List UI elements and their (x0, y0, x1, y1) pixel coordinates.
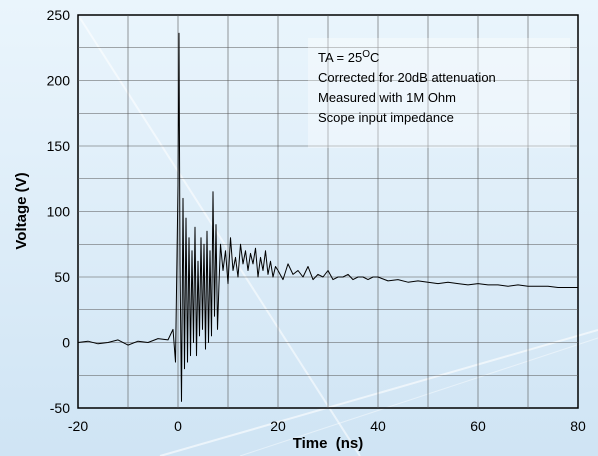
x-tick-label: 60 (470, 418, 486, 434)
y-tick-label: 50 (54, 269, 70, 285)
y-tick-label: 100 (47, 204, 71, 220)
decor-light-line (159, 329, 598, 456)
voltage-series-line (77, 32, 578, 402)
axis-ticks: -50 0 50 100 150 200 250 -20 0 20 40 60 80 (47, 7, 586, 434)
annotation-line: TA = 25OC (318, 49, 379, 65)
background-decoration (79, 17, 598, 456)
x-axis-label: Time (ns) (293, 435, 364, 452)
grid (78, 15, 578, 408)
annotation-block: TA = 25OC Corrected for 20dB attenuation M… (308, 38, 570, 148)
annotation-line: Scope input impedance (318, 110, 454, 125)
y-tick-label: 250 (47, 7, 71, 23)
x-tick-label: -20 (68, 418, 88, 434)
y-tick-label: 200 (47, 73, 71, 89)
y-tick-label: 0 (62, 335, 70, 351)
y-tick-label: 150 (47, 138, 71, 154)
annotation-background (308, 38, 570, 148)
series-group (77, 32, 578, 402)
y-tick-label: -50 (50, 400, 70, 416)
decor-light-line (239, 337, 598, 456)
y-axis-label: Voltage (V) (13, 172, 30, 249)
x-tick-label: 40 (370, 418, 386, 434)
x-tick-label: 0 (174, 418, 182, 434)
decor-light-line (79, 17, 361, 456)
annotation-line: Measured with 1M Ohm (318, 90, 456, 105)
x-tick-label: 80 (570, 418, 586, 434)
annotation-line: Corrected for 20dB attenuation (318, 70, 496, 85)
x-tick-label: 20 (270, 418, 286, 434)
